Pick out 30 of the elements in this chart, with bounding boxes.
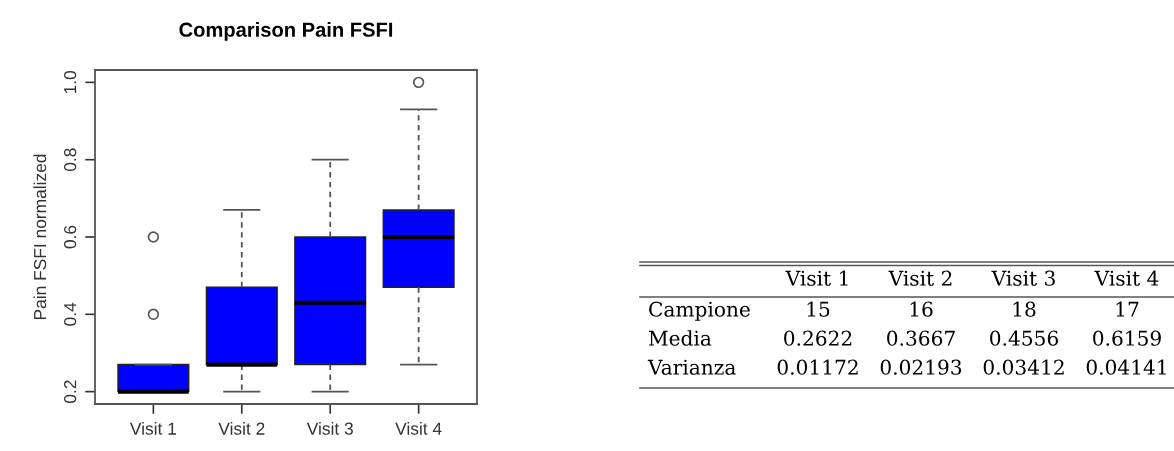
text: 0.3667	[887, 330, 955, 346]
category-label: Visit 4	[1094, 270, 1159, 286]
text: 15	[807, 301, 830, 317]
text: 0.01172	[777, 359, 858, 375]
text: 0.6159	[1093, 330, 1161, 346]
y-tick-label: 0.6	[64, 225, 77, 249]
y-tick-label: 0.2	[64, 380, 77, 404]
y-tick-label: 0.4	[64, 302, 77, 326]
chart-title: Comparison Pain FSFI	[179, 22, 393, 41]
text: 0.03412	[983, 359, 1064, 375]
x-tick-label: Visit 2	[218, 422, 265, 435]
text: 17	[1116, 301, 1139, 317]
category-label: Media	[649, 330, 712, 346]
category-label: Visit 3	[991, 270, 1055, 286]
text: 0.04141	[1086, 359, 1166, 375]
category-label: Campione	[649, 301, 750, 321]
y-tick-label: 1.0	[64, 70, 77, 94]
x-tick-label: Visit 1	[129, 422, 176, 435]
x-tick-label: Visit 3	[306, 422, 353, 435]
text: 18	[1013, 301, 1036, 317]
text: 0.2622	[784, 330, 852, 346]
text: 0.4556	[990, 330, 1058, 346]
category-label: Visit 2	[888, 270, 952, 286]
category-label: Visit 1	[785, 270, 848, 286]
y-tick-label: 0.8	[64, 148, 77, 172]
x-tick-label: Visit 4	[395, 422, 442, 435]
text: 0.02193	[880, 359, 962, 375]
y-axis-title: Pain FSFI normalized	[33, 154, 47, 320]
category-label: Varianza	[647, 359, 736, 375]
text: 16	[910, 301, 933, 317]
